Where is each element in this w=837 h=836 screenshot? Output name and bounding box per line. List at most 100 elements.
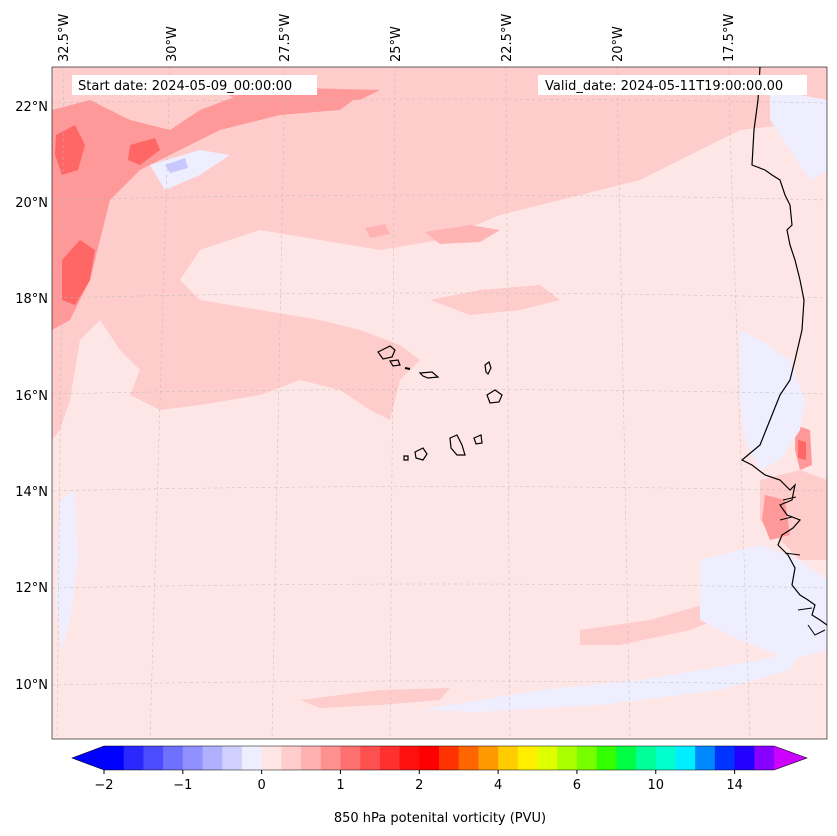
pv-contour-light-blue-nw [150, 150, 230, 190]
colorbar-segment [261, 746, 282, 770]
colorbar-segment [498, 746, 519, 770]
pv-contour-medium-pink-blob [425, 225, 500, 244]
colorbar-segment [281, 746, 302, 770]
colorbar-tick-label: 2 [415, 778, 423, 793]
colorbar-segment [360, 746, 381, 770]
colorbar-tick-label: 0 [258, 778, 266, 793]
pv-contour-medium-pink-nw [52, 90, 360, 330]
colorbar: −2 −1 0 1 2 4 6 10 14 [71, 745, 808, 793]
pv-contour-light-pink-coast [760, 470, 827, 560]
start-date-box [72, 75, 317, 95]
colorbar-segment [143, 746, 164, 770]
colorbar-segment [399, 746, 420, 770]
colorbar-segment [163, 746, 184, 770]
colorbar-segment [419, 746, 440, 770]
colorbar-segment [478, 746, 499, 770]
colorbar-segment [596, 746, 617, 770]
start-date-label: Start date: 2024-05-09_00:00:00 [78, 79, 292, 94]
island-sao-nicolau [418, 371, 440, 379]
colorbar-segment [695, 746, 716, 770]
pv-contour-light-blue-south [420, 650, 800, 712]
island-brava [403, 455, 409, 461]
island-sao-vicente [389, 359, 401, 367]
pv-contour-strong-red-coast [798, 440, 806, 460]
pv-contour-strong-red-nw [55, 125, 85, 175]
colorbar-segment [636, 746, 657, 770]
pv-contour-light-blue-nw-dark [165, 158, 188, 173]
pv-contour-strong-red-nw2 [62, 240, 95, 305]
lon-label-30w: 30°W [165, 26, 180, 62]
colorbar-segment [222, 746, 243, 770]
colorbar-segment [714, 746, 736, 770]
africa-coast-detail-1 [779, 496, 826, 636]
pv-contour-medium-pink-blob2 [365, 224, 390, 238]
latitude-labels: 22°N 20°N 18°N 16°N 14°N 12°N 10°N [15, 100, 48, 693]
colorbar-segment [616, 746, 637, 770]
lon-label-32-5w: 32.5°W [57, 14, 72, 62]
pv-contour-light-blue-ne [770, 90, 827, 180]
lon-label-22-5w: 22.5°W [500, 14, 515, 62]
pv-contour-light-pink-mid [430, 285, 560, 315]
lon-label-17-5w: 17.5°W [722, 14, 737, 62]
lon-label-25w: 25°W [389, 26, 404, 62]
island-santiago [449, 434, 466, 456]
lat-label-18n: 18°N [15, 292, 48, 307]
colorbar-tick-label: 14 [726, 778, 743, 793]
colorbar-tick-label: 10 [647, 778, 664, 793]
colorbar-segment [754, 746, 775, 770]
valid-date-label: Valid_date: 2024-05-11T19:00:00.00 [545, 79, 783, 94]
plot-border [51, 66, 828, 740]
colorbar-tick-label: 1 [336, 778, 344, 793]
lon-label-27-5w: 27.5°W [278, 14, 293, 62]
valid-date-box [538, 75, 807, 95]
colorbar-segment [202, 746, 223, 770]
lon-label-20w: 20°W [611, 26, 626, 62]
pv-contour-strong-red-nw3 [128, 138, 160, 165]
pv-contour-light-blue-east2 [700, 545, 827, 660]
colorbar-segment [340, 746, 361, 770]
colorbar-tick-label: −1 [173, 778, 192, 793]
map-plot-area: Start date: 2024-05-09_00:00:00 Valid_da… [52, 67, 827, 739]
island-santa-luzia [404, 367, 411, 370]
lat-label-16n: 16°N [15, 389, 48, 404]
colorbar-segment [104, 746, 125, 770]
pv-contour-medium-pink-coast2 [762, 495, 790, 540]
lat-label-14n: 14°N [15, 485, 48, 500]
colorbar-segment [123, 746, 144, 770]
colorbar-under-extension [72, 746, 104, 770]
island-fogo [414, 447, 428, 461]
longitude-labels: 32.5°W 30°W 27.5°W 25°W 22.5°W 20°W 17.5… [57, 14, 737, 62]
colorbar-segment [557, 746, 578, 770]
colorbar-segment [439, 746, 460, 770]
lat-label-22n: 22°N [15, 100, 48, 115]
lat-label-10n: 10°N [15, 678, 48, 693]
africa-coastline [740, 67, 827, 626]
island-santo-antao [377, 345, 396, 360]
colorbar-segment [241, 746, 263, 770]
island-sal [484, 361, 492, 376]
colorbar-tick-label: −2 [94, 778, 113, 793]
colorbar-segment [379, 746, 401, 770]
cape-verde-islands [377, 345, 503, 461]
colorbar-segment [675, 746, 696, 770]
colorbar-over-extension [774, 746, 807, 770]
colorbar-segment [655, 746, 676, 770]
colorbar-tick-label: 6 [573, 778, 581, 793]
lat-label-12n: 12°N [15, 581, 48, 596]
pv-contour-light-blue-east [740, 330, 805, 470]
colorbar-segment [734, 746, 755, 770]
island-boa-vista [486, 389, 503, 404]
colorbar-segment [458, 746, 479, 770]
pv-contour-light-pink-east-band [580, 580, 760, 645]
graticule [52, 67, 827, 739]
pv-contour-light-pink-north [52, 67, 827, 440]
colorbar-segment [517, 746, 539, 770]
colorbar-segment [537, 746, 558, 770]
colorbar-segment [576, 746, 598, 770]
colorbar-label: 850 hPa potenital vorticity (PVU) [334, 811, 546, 826]
pv-contour-light-pink-south [300, 688, 450, 708]
pv-contour-light-blue-west [56, 490, 78, 650]
island-maio [473, 434, 483, 445]
colorbar-segment [301, 746, 322, 770]
